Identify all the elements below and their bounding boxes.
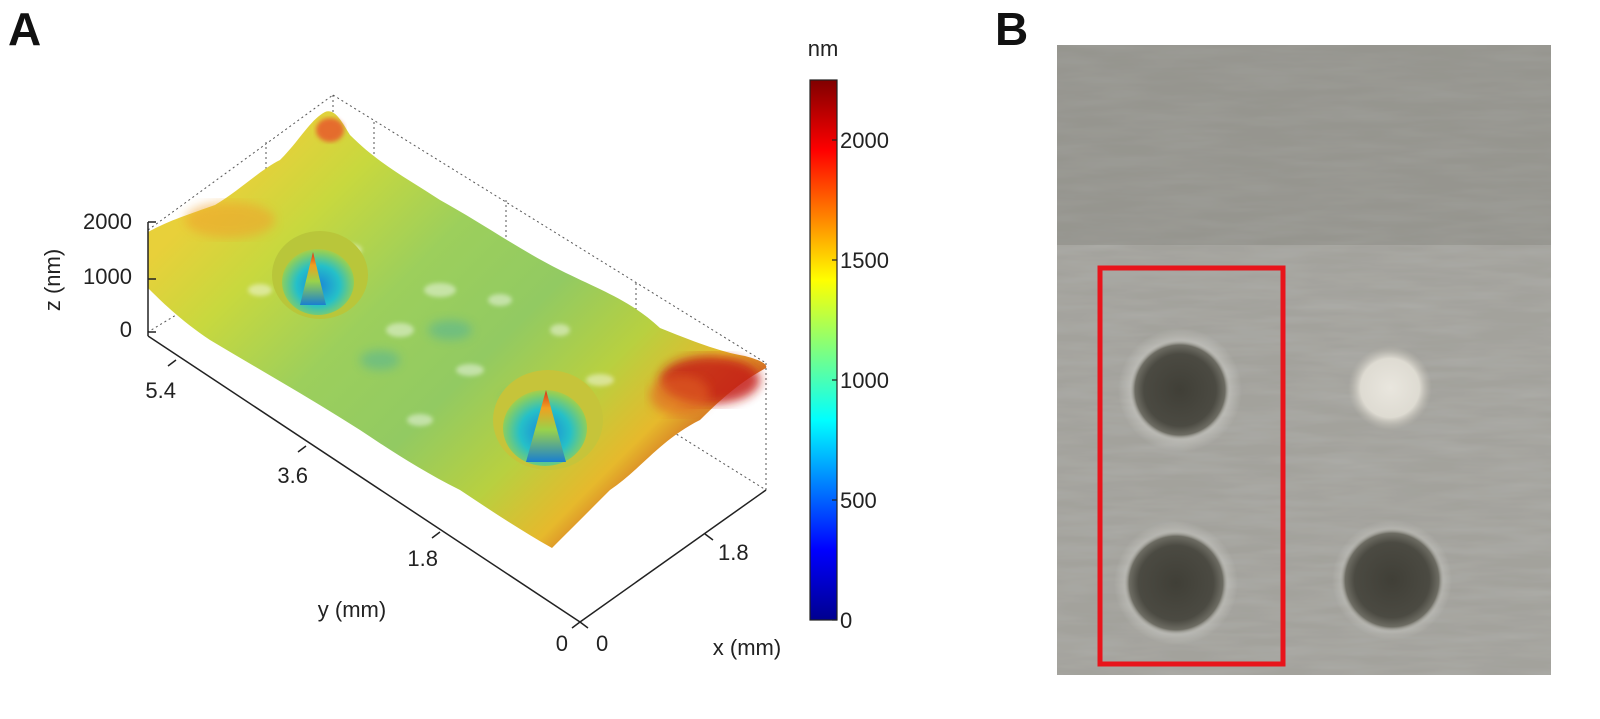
y-tick-1.8: 1.8 (407, 546, 438, 571)
panel-a-letter: A (8, 3, 42, 55)
y-tick-3.6: 3.6 (277, 463, 308, 488)
spot-bottom-left (1114, 521, 1238, 645)
y-tick-0: 0 (556, 631, 568, 656)
spot-top-right (1348, 346, 1432, 430)
colorbar-tick-1500: 1500 (840, 248, 889, 273)
surface-plot: 2000 1000 0 5.4 3.6 1.8 0 0 1.8 z (nm) y… (40, 36, 889, 660)
x-tick-1.8: 1.8 (718, 540, 749, 565)
z-axis-label: z (nm) (40, 249, 65, 311)
surface-mesh (148, 111, 767, 549)
z-tick-0: 0 (120, 317, 132, 342)
colorbar-tick-2000: 2000 (840, 128, 889, 153)
y-axis-label: y (mm) (318, 597, 386, 622)
z-tick-2000: 2000 (83, 209, 132, 234)
x-tick-0: 0 (596, 631, 608, 656)
highlight-rectangle (1097, 265, 1286, 667)
sample-photo (1057, 45, 1551, 675)
colorbar-tick-500: 500 (840, 488, 877, 513)
x-axis-label: x (mm) (713, 635, 781, 660)
spot-bottom-right (1332, 520, 1452, 640)
colorbar-tick-1000: 1000 (840, 368, 889, 393)
axes (147, 221, 767, 629)
z-tick-1000: 1000 (83, 264, 132, 289)
panel-b-letter: B (995, 3, 1029, 55)
colorbar-unit: nm (808, 36, 839, 61)
crater-1 (272, 231, 368, 319)
spot-top-left (1118, 328, 1242, 452)
colorbar-tick-0: 0 (840, 608, 852, 633)
crater-2 (493, 370, 603, 470)
y-tick-5.4: 5.4 (145, 378, 176, 403)
colorbar: nm 2000 1500 1000 500 0 (808, 36, 889, 633)
